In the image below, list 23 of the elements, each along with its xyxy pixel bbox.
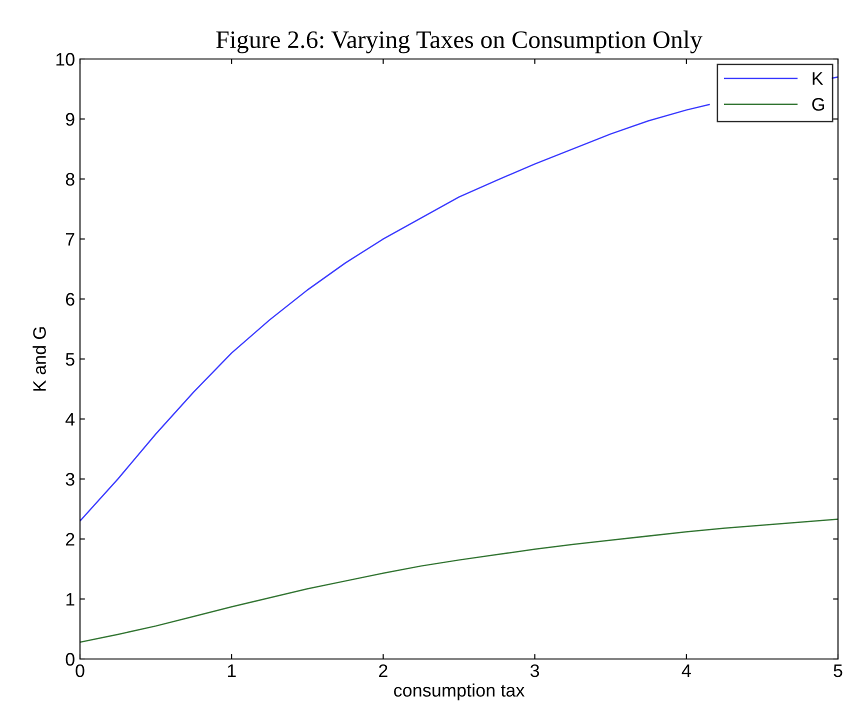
y-tick-label: 7 [66,233,74,246]
x-tick-label: 2 [379,664,388,677]
y-tick-label: 3 [66,472,74,486]
y-tick-label: 2 [66,532,74,546]
x-tick-label: 3 [530,664,540,678]
y-axis-title: K and G [32,327,46,391]
x-axis-title: consumption tax [394,683,525,700]
y-tick-label: 10 [56,52,74,66]
y-tick-label: 0 [66,652,74,666]
y-tick-label: 1 [66,593,74,606]
chart-title: Figure 2.6: Varying Taxes on Consumption Only [216,30,702,54]
x-tick-label: 4 [682,664,691,677]
x-tick-label: 1 [228,664,236,677]
x-tick-label: 0 [76,664,84,678]
y-tick-label: 9 [66,112,74,126]
line-series [80,518,838,643]
y-tick-label: 5 [66,353,74,366]
y-tick-label: 4 [66,413,75,426]
y-tick-label: 8 [66,172,74,186]
x-tick-label: 5 [834,664,842,678]
y-tick-label: 6 [66,292,74,306]
legend-label: G [812,98,824,111]
legend-label: K [812,72,824,85]
